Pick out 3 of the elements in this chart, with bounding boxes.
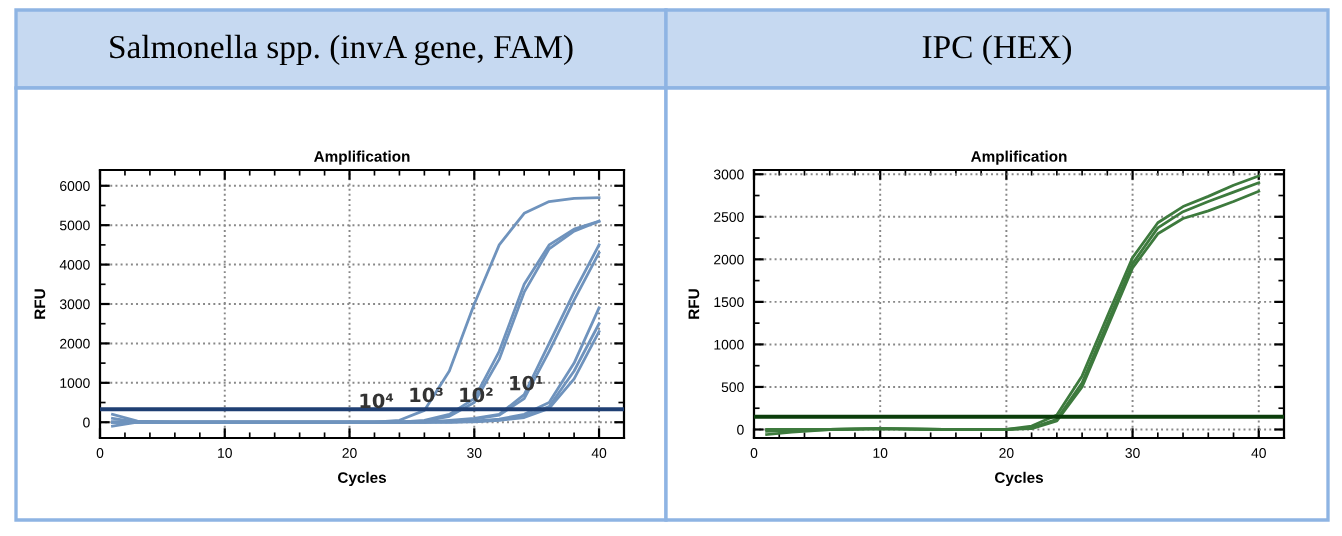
annotation: 10⁴ xyxy=(360,393,394,409)
chart-title: Salmonella spp. (invA gene, FAM) xyxy=(110,34,573,66)
chart-title: IPC (HEX) xyxy=(922,34,1071,66)
